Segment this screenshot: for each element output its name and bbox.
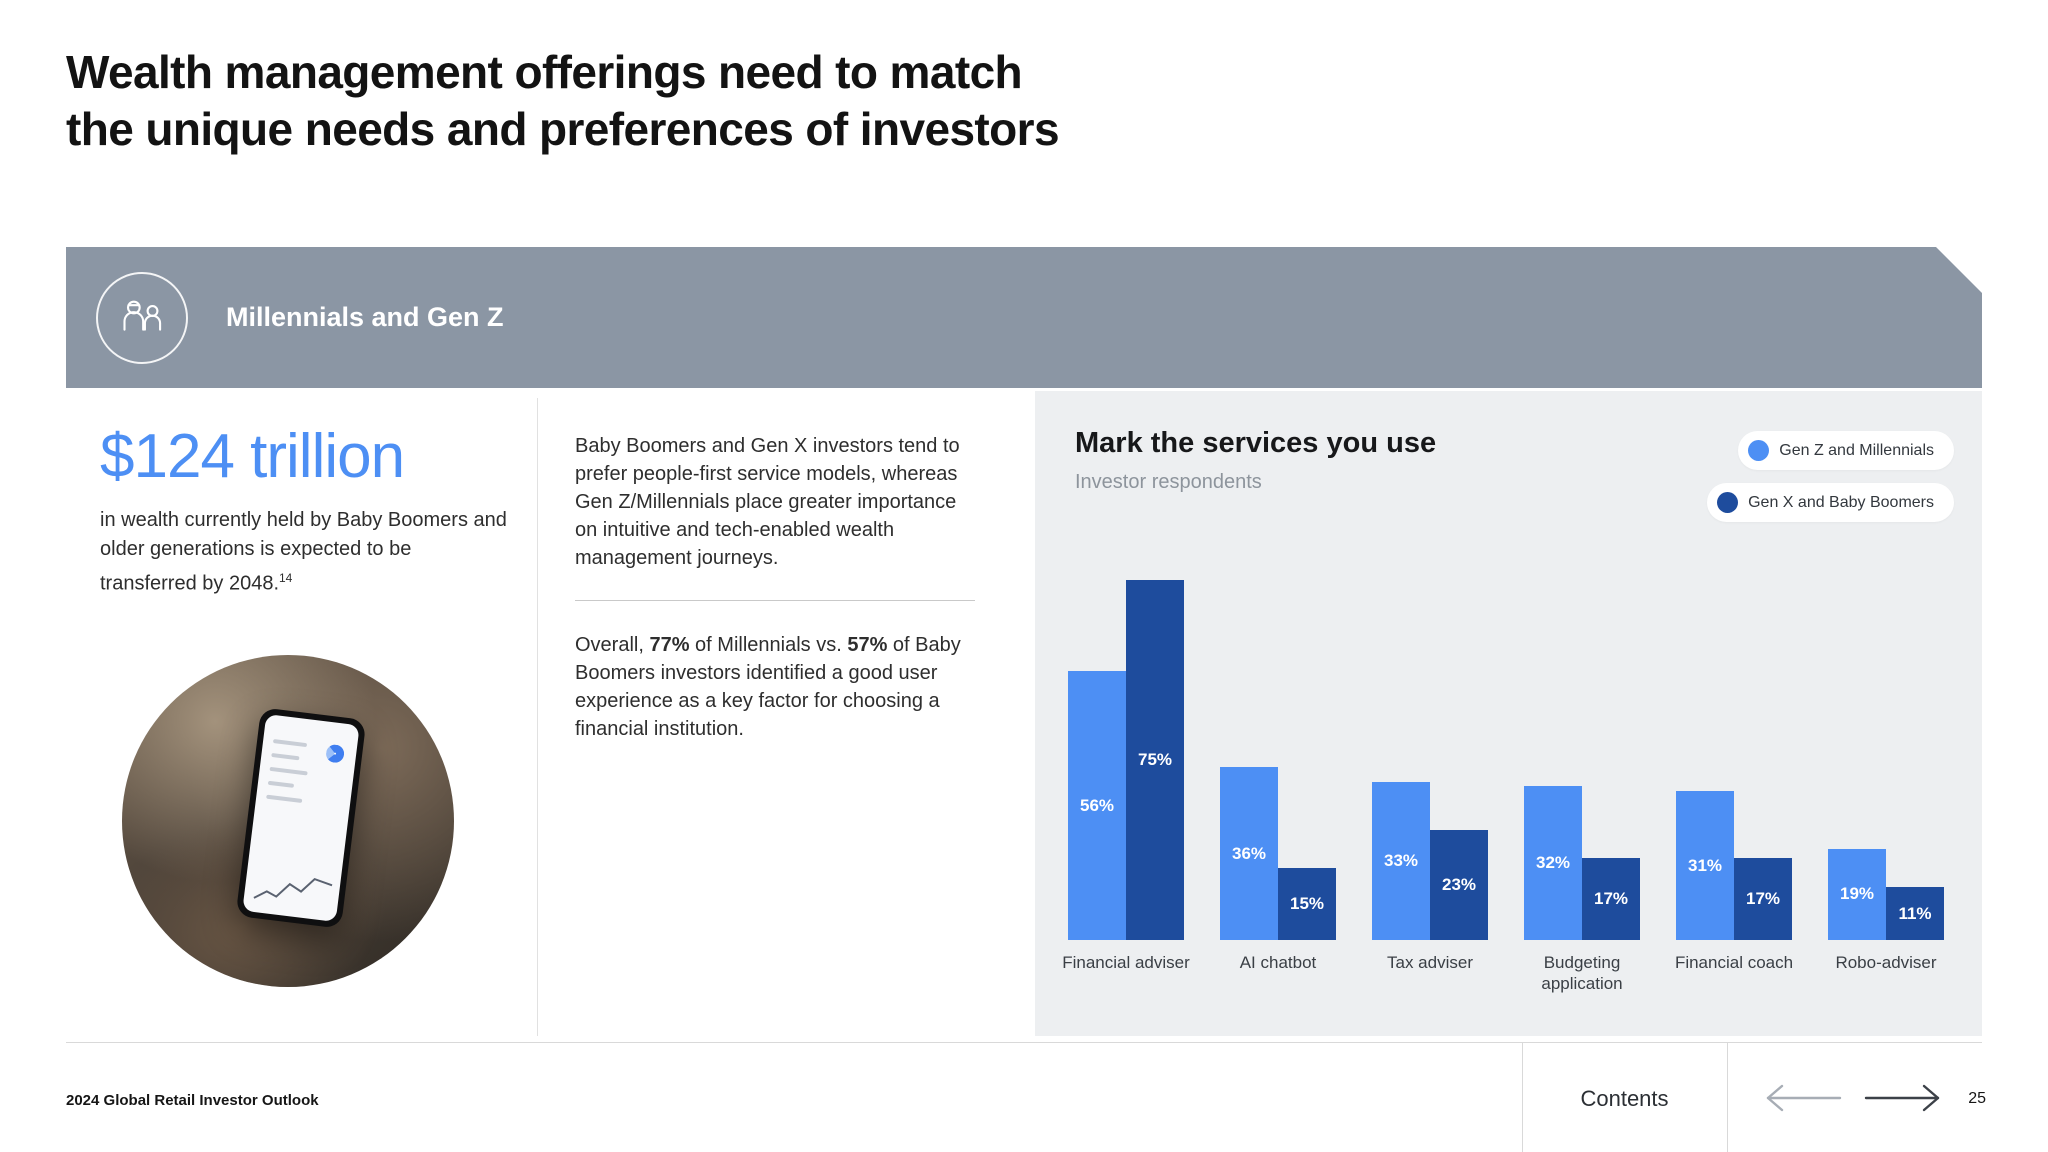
- category-label: AI chatbot: [1239, 953, 1317, 972]
- bar-chart: 56% 75% Financial adviser 36% 15% AI chatbot 3…: [1062, 580, 1944, 993]
- contents-link[interactable]: Contents: [1580, 1086, 1669, 1111]
- chart-subtitle: Investor respondents: [1075, 471, 1262, 493]
- bar: 17%: [1734, 858, 1792, 940]
- footer-vertical-divider-1: [1522, 1042, 1523, 1152]
- category-label: Robo-adviser: [1835, 953, 1937, 972]
- bar-value-label: 36%: [1231, 843, 1267, 863]
- legend-item: Gen Z and Millennials: [1738, 431, 1954, 470]
- legend-item: Gen X and Baby Boomers: [1707, 483, 1954, 522]
- legend-label: Gen Z and Millennials: [1779, 441, 1934, 459]
- legend-dot-icon: [1748, 440, 1770, 461]
- chart-title: Mark the services you use: [1075, 427, 1437, 459]
- bar-value-label: 32%: [1535, 853, 1571, 873]
- column-divider: [537, 398, 538, 1036]
- arrow-left-icon[interactable]: [1762, 1078, 1844, 1118]
- people-icon: [96, 272, 188, 364]
- phone-screen-graphic: [242, 714, 360, 922]
- sparkline-icon: [253, 877, 333, 899]
- p2-suffix: of Baby Boomers investors identified a g…: [575, 634, 961, 740]
- bar-value-label: 23%: [1441, 874, 1477, 894]
- bar-group: 32% 17% Budgeting application: [1524, 786, 1640, 993]
- bar: 75%: [1126, 580, 1184, 940]
- p2-stat-boomers: 57%: [847, 634, 888, 656]
- stat-description: in wealth currently held by Baby Boomers…: [100, 506, 510, 599]
- bar: 11%: [1886, 887, 1944, 940]
- bar-value-label: 17%: [1745, 889, 1781, 909]
- stat-headline: $124 trillion: [100, 422, 405, 491]
- bar-value-label: 75%: [1137, 750, 1173, 769]
- bar: 15%: [1278, 868, 1336, 940]
- bar: 31%: [1676, 791, 1734, 940]
- commentary-paragraph-1: Baby Boomers and Gen X investors tend to…: [575, 435, 960, 569]
- section-banner-label: Millennials and Gen Z: [226, 302, 504, 332]
- category-label: Financial coach: [1674, 953, 1794, 972]
- commentary-paragraph-2: Overall, 77% of Millennials vs. 57% of B…: [575, 631, 975, 743]
- bar: 23%: [1430, 829, 1488, 940]
- category-label: Tax adviser: [1387, 953, 1473, 972]
- legend-label: Gen X and Baby Boomers: [1748, 493, 1934, 511]
- bar: 17%: [1582, 858, 1640, 940]
- page-title-line2: the unique needs and preferences of inve…: [66, 103, 1060, 155]
- page-title: Wealth management offerings need to matc…: [66, 44, 1060, 158]
- footer-source: 2024 Global Retail Investor Outlook: [66, 1092, 319, 1109]
- bar-group: 56% 75% Financial adviser: [1062, 580, 1190, 972]
- stat-description-text: in wealth currently held by Baby Boomers…: [100, 509, 507, 595]
- p2-middle: of Millennials vs.: [689, 634, 848, 656]
- footer-divider: [66, 1042, 1982, 1043]
- chart-panel: Mark the services you use Investor respo…: [1035, 391, 1982, 1036]
- p2-prefix: Overall,: [575, 634, 650, 656]
- phone-graphic: [235, 707, 367, 929]
- bar: 36%: [1220, 767, 1278, 940]
- page-number: 25: [1968, 1090, 1986, 1107]
- bar-value-label: 33%: [1383, 850, 1419, 870]
- donut-chart-icon: [325, 743, 346, 764]
- bar-value-label: 15%: [1289, 894, 1325, 913]
- stat-column: $124 trillion in wealth currently held b…: [100, 424, 510, 599]
- bar-group: 36% 15% AI chatbot: [1220, 767, 1336, 972]
- section-banner: Millennials and Gen Z: [66, 247, 1982, 388]
- lifestyle-photo: [122, 655, 454, 987]
- p2-stat-millennials: 77%: [649, 634, 690, 656]
- arrow-right-icon[interactable]: [1862, 1078, 1944, 1118]
- bar: 32%: [1524, 786, 1582, 940]
- page-title-line1: Wealth management offerings need to matc…: [66, 46, 1023, 98]
- footer-vertical-divider-2: [1727, 1042, 1728, 1152]
- commentary-divider: [575, 600, 975, 601]
- bar-value-label: 31%: [1687, 855, 1723, 875]
- bar: 56%: [1068, 671, 1126, 940]
- category-label: Budgeting application: [1541, 953, 1623, 993]
- footnote-marker: 14: [279, 571, 293, 585]
- commentary-column: Baby Boomers and Gen X investors tend to…: [575, 432, 975, 743]
- bar-value-label: 56%: [1079, 795, 1115, 815]
- bar-group: 31% 17% Financial coach: [1675, 791, 1793, 972]
- pagination-nav: [1762, 1078, 1944, 1118]
- bar: 33%: [1372, 781, 1430, 940]
- bar-group: 19% 11% Robo-adviser: [1828, 848, 1944, 972]
- legend-dot-icon: [1717, 492, 1739, 513]
- category-label: Financial adviser: [1062, 953, 1190, 972]
- bar-group: 33% 23% Tax adviser: [1372, 781, 1488, 972]
- bar-value-label: 11%: [1898, 903, 1932, 923]
- bar-value-label: 19%: [1839, 884, 1875, 904]
- chart-legend: Gen Z and Millennials Gen X and Baby Boom…: [1707, 431, 1954, 522]
- bar: 19%: [1828, 848, 1886, 940]
- bar-value-label: 17%: [1593, 889, 1629, 909]
